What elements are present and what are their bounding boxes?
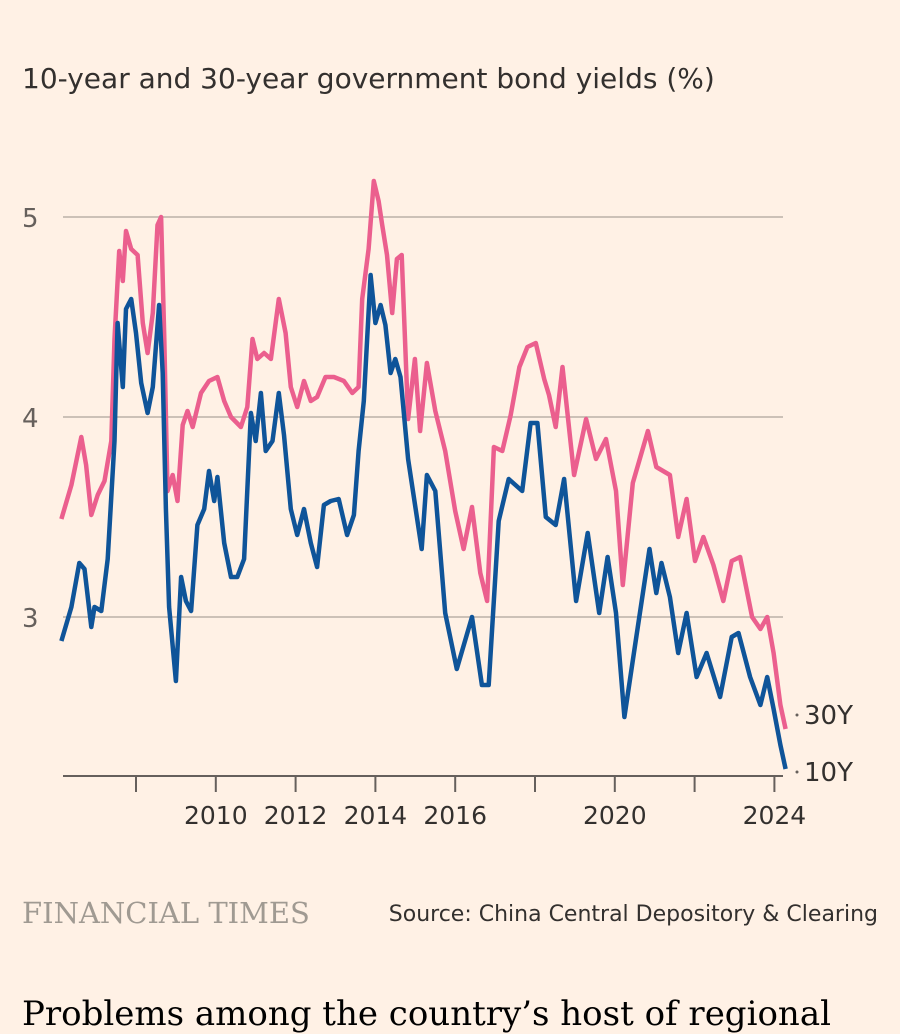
x-tick-label: 2016 [423, 801, 487, 830]
chart-title: 10-year and 30-year government bond yiel… [22, 62, 715, 95]
y-tick-label: 4 [22, 404, 39, 434]
series-label-30y: 30Y [804, 701, 853, 731]
x-tick-label: 2020 [583, 801, 647, 830]
series-label-10y: 10Y [804, 758, 853, 788]
label-leader-dot [795, 770, 799, 774]
y-tick-label: 5 [22, 204, 39, 234]
article-text: Problems among the country’s host of reg… [22, 994, 831, 1034]
ft-logo: FINANCIAL TIMES [22, 896, 310, 930]
source-note: Source: China Central Depository & Clear… [388, 902, 878, 927]
series-line-30y [59, 178, 788, 730]
x-tick-label: 2014 [344, 801, 408, 830]
y-tick-label: 3 [22, 604, 39, 634]
series-line-10y [59, 272, 788, 770]
x-tick-label: 2010 [184, 801, 248, 830]
label-leader-dot [795, 713, 799, 717]
line-chart: 3 4 5 2010 2012 2014 2016 2020 2024 30Y 10Y [22, 178, 853, 830]
x-tick-label: 2024 [743, 801, 807, 830]
x-tick-label: 2012 [264, 801, 328, 830]
